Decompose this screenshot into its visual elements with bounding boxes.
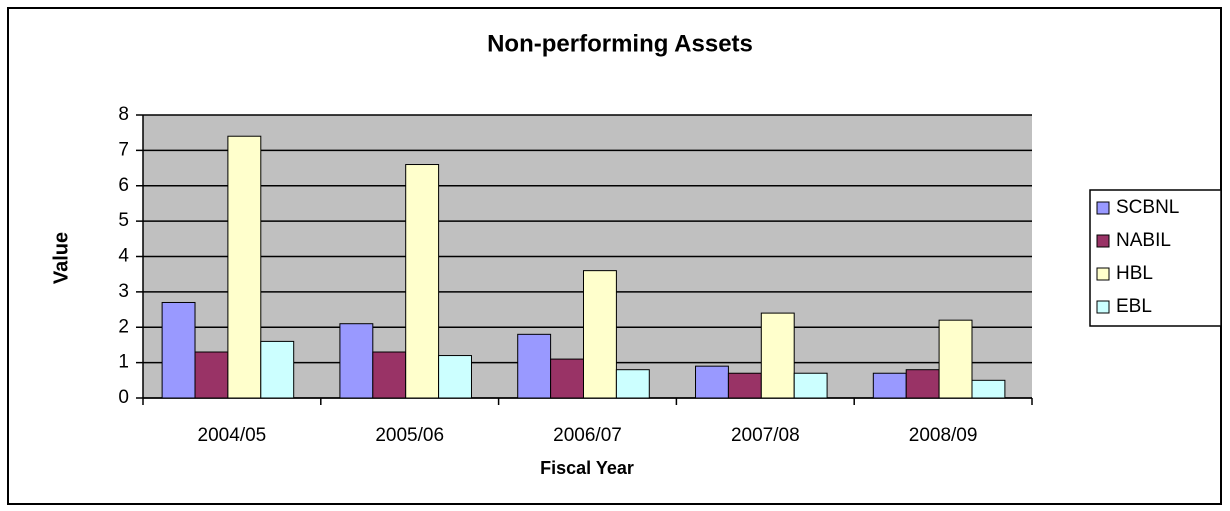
x-axis-label: Fiscal Year xyxy=(540,458,634,478)
bar xyxy=(405,164,440,399)
bar xyxy=(161,301,196,399)
y-tick-label: 5 xyxy=(118,210,129,231)
bar xyxy=(372,351,407,399)
x-tick-label: 2006/07 xyxy=(553,425,622,446)
bar xyxy=(339,323,374,399)
bar xyxy=(517,333,552,399)
legend-label: SCBNL xyxy=(1116,197,1179,218)
bar xyxy=(938,319,973,399)
legend-swatch xyxy=(1096,300,1110,314)
bar xyxy=(438,355,472,399)
y-tick-label: 6 xyxy=(118,175,129,196)
bar xyxy=(872,372,907,399)
bar xyxy=(583,270,617,399)
chart-title: Non-performing Assets xyxy=(487,30,753,57)
x-tick-label: 2005/06 xyxy=(375,425,444,446)
bar xyxy=(227,135,262,399)
legend-swatch xyxy=(1096,267,1110,281)
bar xyxy=(971,379,1006,399)
y-tick-label: 7 xyxy=(118,139,129,160)
bar xyxy=(905,369,940,399)
bar xyxy=(615,369,650,399)
bar xyxy=(260,340,295,399)
bar xyxy=(760,312,795,399)
y-tick-label: 2 xyxy=(118,316,129,337)
y-tick-label: 1 xyxy=(118,352,129,373)
legend-label: HBL xyxy=(1116,263,1153,284)
y-tick-label: 4 xyxy=(118,246,129,267)
y-tick-label: 8 xyxy=(118,104,129,125)
legend-box xyxy=(1089,189,1222,327)
bar xyxy=(727,372,762,399)
legend-label: EBL xyxy=(1116,296,1152,317)
legend-swatch xyxy=(1096,201,1110,215)
bar xyxy=(695,365,729,399)
y-tick-label: 0 xyxy=(118,387,129,408)
x-tick-label: 2004/05 xyxy=(198,425,267,446)
legend-swatch xyxy=(1096,234,1110,248)
legend-label: NABIL xyxy=(1116,230,1171,251)
bar xyxy=(793,372,828,399)
x-tick-label: 2007/08 xyxy=(731,425,800,446)
bar xyxy=(550,358,584,399)
y-tick-label: 3 xyxy=(118,281,129,302)
bar xyxy=(194,351,229,399)
x-tick-label: 2008/09 xyxy=(909,425,978,446)
y-axis-label: Value xyxy=(50,232,72,284)
